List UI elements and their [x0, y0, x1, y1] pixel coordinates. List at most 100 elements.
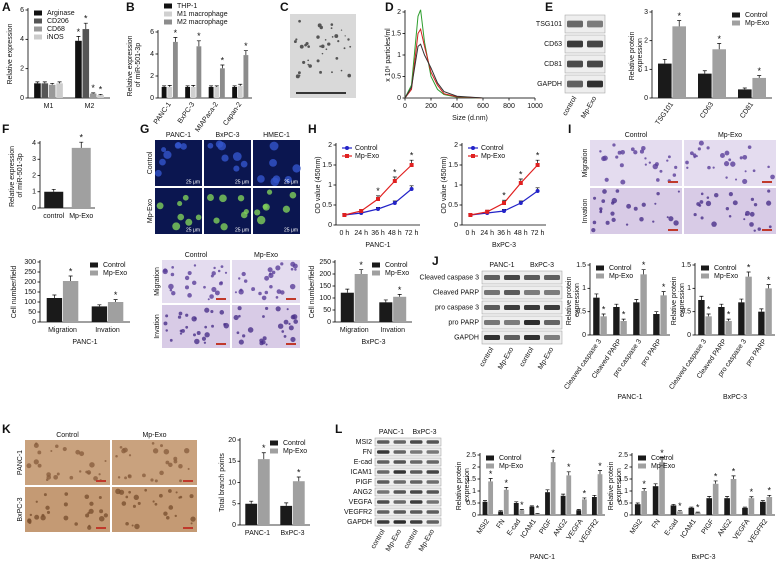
- y-tick-label: 2: [472, 464, 476, 471]
- cell: [46, 510, 51, 515]
- particle: [334, 34, 339, 38]
- row-header: Mp-Exo: [147, 199, 154, 223]
- blot-label: GAPDH: [454, 334, 479, 341]
- bar: [724, 498, 730, 515]
- panel-letter: H: [308, 122, 317, 136]
- bar: [560, 495, 566, 515]
- cell: [605, 220, 610, 225]
- blot-strip: [374, 467, 442, 477]
- legend-swatch: [90, 262, 98, 268]
- cell: [119, 445, 123, 449]
- significance: *: [707, 304, 711, 314]
- legend-label: Mp-Exo: [714, 273, 738, 280]
- bar: [519, 510, 525, 515]
- band: [544, 334, 560, 341]
- legend-label: Control: [745, 12, 768, 19]
- error-bar: [746, 271, 751, 277]
- y-tick-label: 0: [624, 512, 628, 519]
- y-axis-label: Relative protein expression: [456, 460, 471, 511]
- bar: [725, 321, 732, 335]
- cell: [210, 274, 214, 278]
- cell: [674, 165, 678, 169]
- x-axis-label: BxPC-3: [361, 339, 385, 346]
- particle: [316, 35, 320, 39]
- particle: [327, 42, 331, 46]
- cell: [752, 169, 756, 173]
- cell: [686, 166, 689, 169]
- bar: [620, 321, 627, 335]
- cell: [742, 154, 748, 160]
- y-tick-label: 0.5: [466, 500, 476, 507]
- cell: [720, 153, 725, 158]
- legend-swatch: [638, 455, 646, 461]
- micrograph: [590, 140, 682, 186]
- cell: [87, 525, 92, 530]
- significance: *: [398, 285, 402, 295]
- cell: [241, 271, 246, 277]
- y-tick-label: 300: [24, 259, 36, 266]
- panel-letter: G: [140, 122, 149, 136]
- bar: [498, 511, 504, 515]
- cell: [237, 306, 242, 311]
- significance: *: [622, 310, 626, 320]
- cell: [125, 495, 129, 499]
- point: [485, 209, 490, 214]
- cell: [171, 291, 176, 296]
- error-bar: [97, 304, 102, 307]
- cell: [99, 509, 104, 514]
- band: [426, 490, 439, 494]
- cell: [168, 283, 174, 290]
- legend-swatch: [596, 273, 604, 279]
- y-tick-label: 1.5: [618, 476, 628, 483]
- cell: [698, 203, 702, 207]
- error-bar: [592, 494, 597, 497]
- legend-swatch: [732, 12, 740, 18]
- error-bar: [707, 496, 712, 499]
- y-tick-label: 0.5: [618, 500, 628, 507]
- cell: [610, 211, 615, 216]
- cell: [264, 290, 269, 295]
- point: [518, 181, 523, 185]
- error-bar: [345, 288, 350, 293]
- y-axis-label: Relative protein expression: [608, 460, 623, 511]
- error-bar: [243, 50, 248, 56]
- bar: [529, 506, 535, 515]
- band: [410, 440, 423, 444]
- cell: [619, 163, 624, 168]
- bar: [698, 300, 705, 335]
- blot-label: Cleaved PARP: [433, 289, 480, 296]
- bar: [208, 87, 214, 98]
- particle: [307, 59, 309, 62]
- bar: [688, 507, 695, 515]
- x-tick-label: 72 h: [531, 230, 545, 237]
- cell: [672, 173, 677, 177]
- cell: [64, 492, 69, 496]
- legend-swatch: [372, 262, 380, 268]
- error-bar: [529, 505, 534, 507]
- cell: [179, 329, 183, 333]
- cell: [204, 307, 210, 313]
- band: [504, 319, 520, 326]
- cell: [626, 203, 632, 209]
- cell: [259, 341, 264, 346]
- cell: [289, 283, 296, 290]
- cell: [277, 323, 284, 329]
- cell: [211, 271, 216, 276]
- cell: [262, 315, 265, 318]
- error-bar: [759, 308, 764, 312]
- significance: *: [376, 186, 380, 196]
- significance: *: [678, 501, 682, 511]
- band: [393, 520, 406, 524]
- y-tick-label: 0: [397, 95, 401, 102]
- error-bar: [238, 83, 243, 86]
- bar: [46, 298, 63, 322]
- bar: [730, 479, 737, 515]
- band: [426, 520, 439, 524]
- y-tick-label: 0: [644, 95, 648, 102]
- lane-label: Mp-Exo: [580, 95, 598, 119]
- error-bar: [598, 470, 602, 475]
- x-tick-label: 800: [503, 103, 515, 110]
- error-bar: [594, 293, 599, 298]
- cell: [43, 493, 47, 497]
- cell: [238, 277, 241, 280]
